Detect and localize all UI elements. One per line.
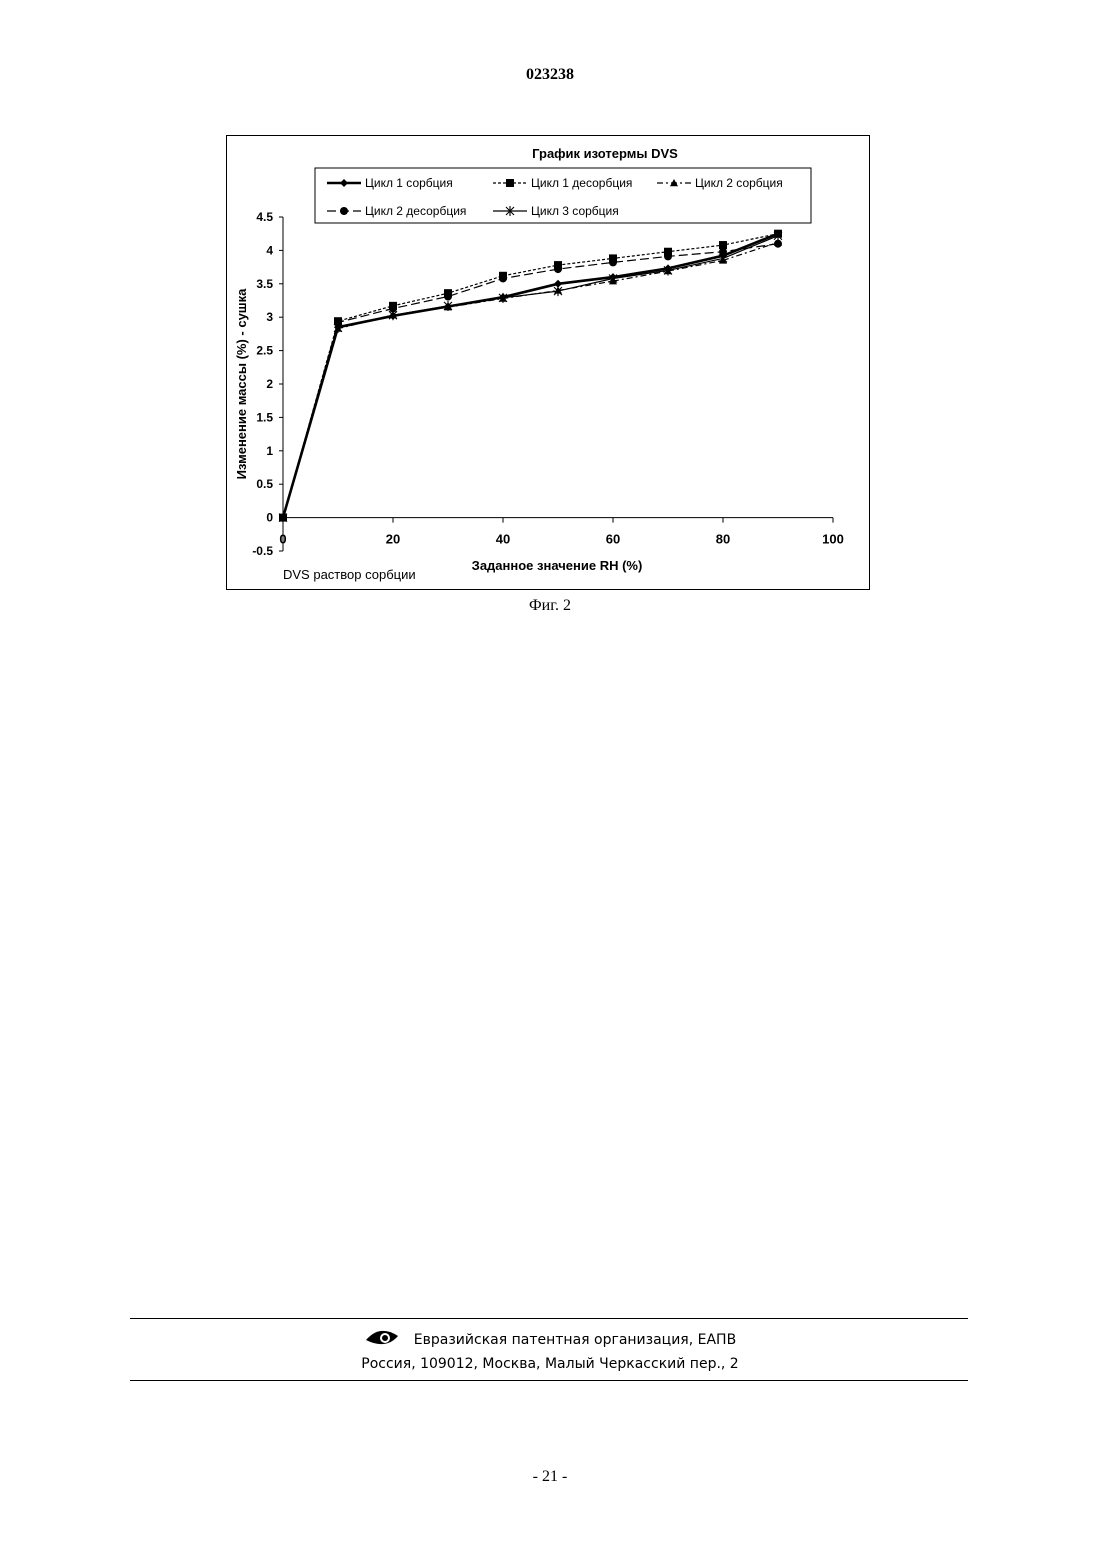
chart-annotation: DVS раствор сорбции	[283, 567, 416, 582]
chart-title: График изотермы DVS	[532, 146, 678, 161]
y-tick-label-3: 1	[266, 444, 273, 458]
series-4-point-5	[554, 265, 562, 273]
series-line-4	[283, 244, 778, 518]
y-tick-label-2: 0.5	[256, 477, 273, 491]
legend-label-3: Цикл 2 сорбция	[695, 176, 783, 190]
legend-label-4: Цикл 2 десорбция	[365, 204, 466, 218]
x-tick-label-3: 60	[606, 532, 620, 547]
footer-divider-bottom	[130, 1380, 968, 1381]
y-tick-label-6: 2.5	[256, 344, 273, 358]
series-line-5	[283, 236, 778, 518]
figure-caption: Фиг. 2	[0, 597, 1100, 615]
legend-label-5: Цикл 3 сорбция	[531, 204, 619, 218]
footer-org-name: Евразийская патентная организация, ЕАПВ	[414, 1332, 736, 1348]
page-number: - 21 -	[0, 1468, 1100, 1486]
legend-marker-4	[340, 207, 348, 215]
y-tick-label-7: 3	[266, 310, 273, 324]
x-tick-label-0: 0	[279, 532, 286, 547]
footer-divider-top	[130, 1318, 968, 1319]
y-tick-label-5: 2	[266, 377, 273, 391]
x-tick-label-5: 100	[822, 532, 844, 547]
y-tick-label-0: -0.5	[252, 544, 273, 558]
y-tick-label-9: 4	[266, 243, 273, 257]
series-line-2	[283, 234, 778, 518]
document-number: 023238	[0, 66, 1100, 84]
footer-address: Россия, 109012, Москва, Малый Черкасский…	[0, 1356, 1100, 1372]
y-tick-label-10: 4.5	[256, 210, 273, 224]
y-axis-label: Изменение массы (%) - сушка	[234, 288, 249, 480]
series-line-3	[283, 242, 778, 517]
eapo-eye-logo-icon	[364, 1327, 400, 1353]
x-tick-label-4: 80	[716, 532, 730, 547]
footer-organization: Евразийская патентная организация, ЕАПВ	[0, 1327, 1100, 1353]
series-4-point-4	[609, 258, 617, 266]
legend-marker-2	[506, 179, 514, 187]
series-line-1	[283, 234, 778, 518]
y-tick-label-1: 0	[266, 511, 273, 525]
legend-label-2: Цикл 1 десорбция	[531, 176, 632, 190]
series-4-point-3	[664, 252, 672, 260]
series-4-point-1	[774, 240, 782, 248]
y-tick-label-8: 3.5	[256, 277, 273, 291]
series-4-point-6	[499, 274, 507, 282]
legend-label-1: Цикл 1 сорбция	[365, 176, 453, 190]
y-tick-label-4: 1.5	[256, 410, 273, 424]
x-tick-label-2: 40	[496, 532, 510, 547]
isotherm-figure: График изотермы DVS Цикл 1 сорбция Цикл 1 …	[226, 135, 870, 590]
x-tick-label-1: 20	[386, 532, 400, 547]
dvs-isotherm-chart: График изотермы DVS Цикл 1 сорбция Цикл 1 …	[227, 136, 871, 591]
x-axis-label: Заданное значение RH (%)	[472, 558, 643, 573]
series-4-point-7	[444, 292, 452, 300]
